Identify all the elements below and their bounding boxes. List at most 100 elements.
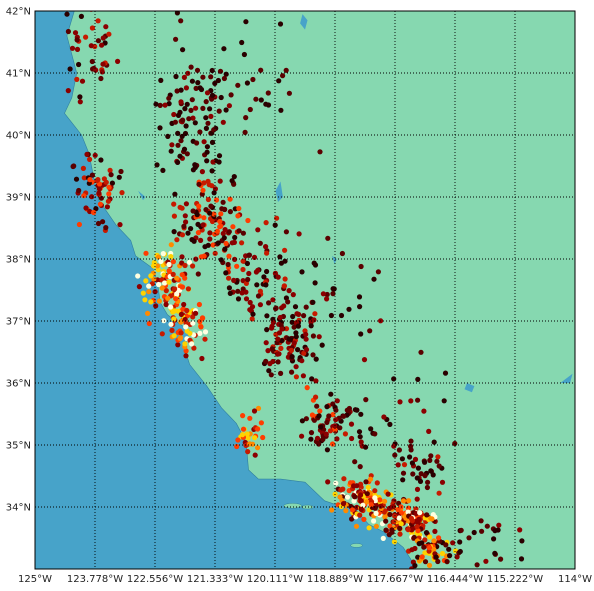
data-point xyxy=(387,523,393,529)
data-point xyxy=(279,338,285,344)
data-point xyxy=(401,462,408,468)
data-point xyxy=(207,230,213,236)
data-point xyxy=(498,556,504,562)
data-point xyxy=(478,518,484,524)
data-point xyxy=(200,222,206,228)
data-point xyxy=(260,434,266,441)
data-point xyxy=(89,172,95,178)
data-point xyxy=(158,77,164,83)
data-point xyxy=(276,78,282,84)
data-point xyxy=(334,436,340,442)
data-point xyxy=(270,297,276,303)
data-point xyxy=(397,531,403,537)
data-point xyxy=(244,431,250,437)
data-point xyxy=(415,376,421,382)
data-point xyxy=(294,311,300,317)
data-point xyxy=(181,146,188,152)
data-point xyxy=(352,459,358,465)
data-point xyxy=(324,447,330,453)
data-point xyxy=(458,527,464,533)
data-point xyxy=(518,556,525,562)
data-point xyxy=(374,480,380,486)
data-point xyxy=(203,125,209,131)
data-point xyxy=(228,92,234,98)
data-point xyxy=(415,397,421,403)
data-point xyxy=(235,437,241,443)
data-point xyxy=(178,319,184,325)
data-point xyxy=(352,494,358,500)
data-point xyxy=(295,347,301,353)
data-point xyxy=(106,31,112,37)
data-point xyxy=(243,296,250,302)
data-point xyxy=(435,558,441,565)
data-point xyxy=(316,441,322,447)
data-point xyxy=(198,237,204,243)
data-point xyxy=(189,97,195,103)
data-point xyxy=(332,427,338,433)
data-point xyxy=(180,47,186,53)
data-point xyxy=(191,345,197,351)
data-point xyxy=(231,277,237,283)
data-point xyxy=(163,288,169,294)
data-point xyxy=(95,220,102,227)
data-point xyxy=(361,357,368,363)
data-point xyxy=(492,550,498,557)
data-point xyxy=(240,413,246,419)
data-point xyxy=(329,507,335,513)
data-point xyxy=(196,203,202,209)
data-point xyxy=(392,513,398,519)
data-point xyxy=(220,230,226,237)
data-point xyxy=(349,435,355,442)
latitude-tick-label: 35°N xyxy=(6,441,31,452)
data-point xyxy=(168,304,174,310)
data-point xyxy=(190,263,196,269)
data-point xyxy=(255,405,262,411)
data-point xyxy=(195,230,201,236)
data-point xyxy=(166,101,172,107)
data-point xyxy=(231,239,237,245)
data-point xyxy=(181,74,187,80)
data-point xyxy=(341,476,347,482)
data-point xyxy=(399,456,405,462)
data-point xyxy=(218,257,224,263)
data-point xyxy=(276,330,283,336)
data-point xyxy=(330,412,336,418)
data-point xyxy=(193,85,199,91)
data-point xyxy=(354,483,360,489)
data-point xyxy=(311,317,317,323)
data-point xyxy=(273,306,279,312)
data-point xyxy=(313,356,319,362)
data-point xyxy=(363,479,369,485)
data-point xyxy=(436,535,442,541)
data-point xyxy=(209,139,216,145)
data-point xyxy=(171,111,177,118)
data-point xyxy=(154,162,160,168)
data-point xyxy=(283,229,289,235)
data-point xyxy=(213,197,220,203)
data-point xyxy=(205,120,211,126)
data-point xyxy=(433,554,439,560)
data-point xyxy=(204,149,210,155)
data-point xyxy=(209,168,215,174)
data-point xyxy=(239,432,246,438)
data-point xyxy=(99,42,105,48)
data-point xyxy=(181,301,187,308)
data-point xyxy=(84,151,90,157)
data-point xyxy=(160,251,166,257)
data-point xyxy=(289,369,295,375)
data-point xyxy=(293,374,299,380)
data-point xyxy=(76,187,82,194)
data-point xyxy=(241,51,247,58)
data-point xyxy=(149,281,155,287)
data-point xyxy=(380,535,386,542)
data-point xyxy=(312,262,319,268)
data-point xyxy=(270,358,276,365)
data-point xyxy=(249,316,255,322)
data-point xyxy=(410,471,416,477)
data-point xyxy=(159,331,165,337)
grid xyxy=(35,11,575,569)
data-point xyxy=(347,480,354,486)
data-point xyxy=(244,80,250,86)
data-point xyxy=(168,148,174,154)
data-point xyxy=(188,107,194,113)
